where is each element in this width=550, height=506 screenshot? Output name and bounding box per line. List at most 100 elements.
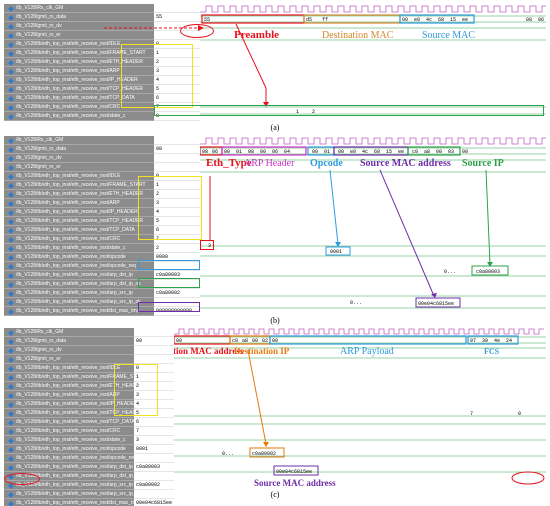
signal-name[interactable]: /tb_V128/tb/eth_top_inst/eth_receive_ins… xyxy=(4,226,154,235)
signal-name[interactable]: /tb_V128/tb/eth_top_inst/eth_receive_ins… xyxy=(4,418,134,427)
signal-name[interactable]: /tb_V128/Rx_clk_GM xyxy=(4,4,154,13)
signal-name-text: /tb_V128/tb/eth_top_inst/eth_receive_ins… xyxy=(16,95,135,101)
bus-value: 00 xyxy=(462,149,468,155)
signal-name[interactable]: /tb_V128/tb/eth_top_inst/eth_receive_ins… xyxy=(4,271,154,280)
signal-name-text: /tb_V128/Rx_clk_GM xyxy=(16,137,64,143)
signal-name[interactable]: /tb_V128/tb/eth_top_inst/eth_receive_ins… xyxy=(4,382,134,391)
signal-name[interactable]: /tb_V128/tb/eth_top_inst/eth_receive_ins… xyxy=(4,490,134,499)
signal-name[interactable]: /tb_V128/tb/eth_top_inst/eth_receive_ins… xyxy=(4,445,134,454)
signal-name-text: /tb_V128/tb/eth_top_inst/eth_receive_ins… xyxy=(16,428,121,434)
signal-name[interactable]: /tb_V128/gmii_rx_er xyxy=(4,355,134,364)
waveform-c: 00 c0 a8 00 02 00 97 39 4e 24 7 0 0... c… xyxy=(174,328,546,488)
signal-name[interactable]: /tb_V128/Rx_clk_GM xyxy=(4,328,134,337)
src-ip-box xyxy=(407,146,461,156)
signal-name-text: /tb_V128/tb/eth_top_inst/eth_receive_ins… xyxy=(16,245,126,251)
bus-value: a8 xyxy=(424,149,430,155)
signal-name[interactable]: /tb_V128/tb/eth_top_inst/eth_receive_ins… xyxy=(4,373,134,382)
signal-name-text: /tb_V128/tb/eth_top_inst/eth_receive_ins… xyxy=(16,50,146,56)
signal-name[interactable]: /tb_V128/tb/eth_top_inst/eth_receive_ins… xyxy=(4,463,134,472)
signal-value: 0001 xyxy=(134,445,174,454)
signal-name-text: /tb_V128/tb/eth_top_inst/eth_receive_ins… xyxy=(16,290,133,296)
dst-mac-tmp-box xyxy=(138,302,200,312)
signal-name[interactable]: /tb_V128/tb/eth_top_inst/eth_receive_ins… xyxy=(4,58,154,67)
signal-name-text: /tb_V128/tb/eth_top_inst/eth_receive_ins… xyxy=(16,446,126,452)
signal-name[interactable]: /tb_V128/tb/eth_top_inst/eth_receive_ins… xyxy=(4,307,154,316)
signal-name[interactable]: /tb_V128/gmii_rx_er xyxy=(4,31,154,40)
signal-name[interactable]: /tb_V128/tb/eth_top_inst/eth_receive_ins… xyxy=(4,298,154,307)
signal-name[interactable]: /tb_V128/tb/eth_top_inst/eth_receive_ins… xyxy=(4,400,134,409)
signal-name-text: /tb_V128/tb/eth_top_inst/eth_receive_ins… xyxy=(16,218,144,224)
signal-name[interactable]: /tb_V128/tb/eth_top_inst/eth_receive_ins… xyxy=(4,172,154,181)
signal-name[interactable]: /tb_V128/tb/eth_top_inst/eth_receive_ins… xyxy=(4,49,154,58)
bus-value: e0 xyxy=(350,149,356,155)
src-ip-arrow xyxy=(485,169,491,265)
signal-diamond-icon xyxy=(8,456,14,462)
signal-diamond-icon xyxy=(8,447,14,453)
bus-value: c0 xyxy=(412,149,418,155)
signal-name[interactable]: /tb_V128/tb/eth_top_inst/eth_receive_ins… xyxy=(4,190,154,199)
signal-name[interactable]: /tb_V128/tb/eth_top_inst/eth_receive_ins… xyxy=(4,364,134,373)
signal-name[interactable]: /tb_V128/tb/eth_top_inst/eth_receive_ins… xyxy=(4,427,134,436)
signal-name[interactable]: /tb_V128/tb/eth_top_inst/eth_receive_ins… xyxy=(4,40,154,49)
signal-value xyxy=(154,22,200,31)
signal-name[interactable]: /tb_V128/gmii_rx_er xyxy=(4,163,154,172)
signal-value: 5 xyxy=(134,409,174,418)
caption-c: (c) xyxy=(270,490,280,499)
signal-name[interactable]: /tb_V128/tb/eth_top_inst/eth_receive_ins… xyxy=(4,103,154,112)
signal-name[interactable]: /tb_V128/tb/eth_top_inst/eth_receive_ins… xyxy=(4,391,134,400)
signal-name-text: /tb_V128/tb/eth_top_inst/eth_receive_ins… xyxy=(16,299,141,305)
signal-diamond-icon xyxy=(8,114,14,120)
signal-diamond-icon xyxy=(8,264,14,270)
signal-name[interactable]: /tb_V128/tb/eth_top_inst/eth_receive_ins… xyxy=(4,199,154,208)
signal-name[interactable]: /tb_V128/tb/eth_top_inst/eth_receive_ins… xyxy=(4,499,134,506)
signal-name[interactable]: /tb_V128/tb/eth_top_inst/eth_receive_ins… xyxy=(4,472,134,481)
src-mac-value-box xyxy=(415,297,461,308)
signal-name-text: /tb_V128/tb/eth_top_inst/eth_receive_ins… xyxy=(16,173,121,179)
bus-value: 4e xyxy=(494,338,500,344)
signal-name[interactable]: /tb_V128/tb/eth_top_inst/eth_receive_ins… xyxy=(4,76,154,85)
bus-value: 15 xyxy=(450,17,456,23)
signal-name[interactable]: /tb_V128/tb/eth_top_inst/eth_receive_ins… xyxy=(4,436,134,445)
signal-name[interactable]: /tb_V128/gmii_rx_dv xyxy=(4,346,134,355)
signal-name[interactable]: /tb_V128/tb/eth_top_inst/eth_receive_ins… xyxy=(4,244,154,253)
src-mac-label: Source MAC xyxy=(422,30,475,41)
bus-value: 00 xyxy=(176,338,182,344)
signal-name[interactable]: /tb_V128/gmii_rx_data xyxy=(4,13,154,22)
signal-diamond-icon xyxy=(8,255,14,261)
signal-name[interactable]: /tb_V128/tb/eth_top_inst/eth_receive_ins… xyxy=(4,235,154,244)
signal-name[interactable]: /tb_V128/tb/eth_top_inst/eth_receive_ins… xyxy=(4,289,154,298)
signal-name-text: /tb_V128/tb/eth_top_inst/eth_receive_ins… xyxy=(16,86,144,92)
signal-name-text: /tb_V128/tb/eth_top_inst/eth_receive_ins… xyxy=(16,419,134,425)
signal-diamond-icon xyxy=(8,273,14,279)
signal-name[interactable]: /tb_V128/tb/eth_top_inst/eth_receive_ins… xyxy=(4,253,154,262)
signal-name[interactable]: /tb_V128/tb/eth_top_inst/eth_receive_ins… xyxy=(4,262,154,271)
signal-name[interactable]: /tb_V128/gmii_rx_dv xyxy=(4,154,154,163)
signal-diamond-icon xyxy=(8,42,14,48)
signal-name[interactable]: /tb_V128/tb/eth_top_inst/eth_receive_ins… xyxy=(4,454,134,463)
signal-name[interactable]: /tb_V128/tb/eth_top_inst/eth_receive_ins… xyxy=(4,409,134,418)
signal-value: 5 xyxy=(154,85,200,94)
signal-name[interactable]: /tb_V128/tb/eth_top_inst/eth_receive_ins… xyxy=(4,481,134,490)
signal-diamond-icon xyxy=(8,246,14,252)
signal-diamond-icon xyxy=(8,24,14,30)
signal-value: 2 xyxy=(154,58,200,67)
signal-name[interactable]: /tb_V128/tb/eth_top_inst/eth_receive_ins… xyxy=(4,112,154,121)
signal-name-text: /tb_V128/tb/eth_top_inst/eth_receive_ins… xyxy=(16,365,121,371)
signal-name[interactable]: /tb_V128/tb/eth_top_inst/eth_receive_ins… xyxy=(4,181,154,190)
signal-name[interactable]: /tb_V128/gmii_rx_data xyxy=(4,337,134,346)
signal-name[interactable]: /tb_V128/tb/eth_top_inst/eth_receive_ins… xyxy=(4,217,154,226)
signal-name[interactable]: /tb_V128/gmii_rx_data xyxy=(4,145,154,154)
signal-name[interactable]: /tb_V128/gmii_rx_dv xyxy=(4,22,154,31)
signal-name[interactable]: /tb_V128/tb/eth_top_inst/eth_receive_ins… xyxy=(4,208,154,217)
signal-name[interactable]: /tb_V128/tb/eth_top_inst/eth_receive_ins… xyxy=(4,67,154,76)
signal-name[interactable]: /tb_V128/Rx_clk_GM xyxy=(4,136,154,145)
signal-name[interactable]: /tb_V128/tb/eth_top_inst/eth_receive_ins… xyxy=(4,85,154,94)
bus-value: 24 xyxy=(506,338,512,344)
signal-name-text: /tb_V128/tb/eth_top_inst/eth_receive_ins… xyxy=(16,410,134,416)
signal-diamond-icon xyxy=(8,105,14,111)
signal-name[interactable]: /tb_V128/tb/eth_top_inst/eth_receive_ins… xyxy=(4,280,154,289)
signal-name[interactable]: /tb_V128/tb/eth_top_inst/eth_receive_ins… xyxy=(4,94,154,103)
bus-value: ff xyxy=(322,17,328,23)
src-mac-value-box xyxy=(273,465,319,476)
bus-value: 06 xyxy=(272,149,278,155)
